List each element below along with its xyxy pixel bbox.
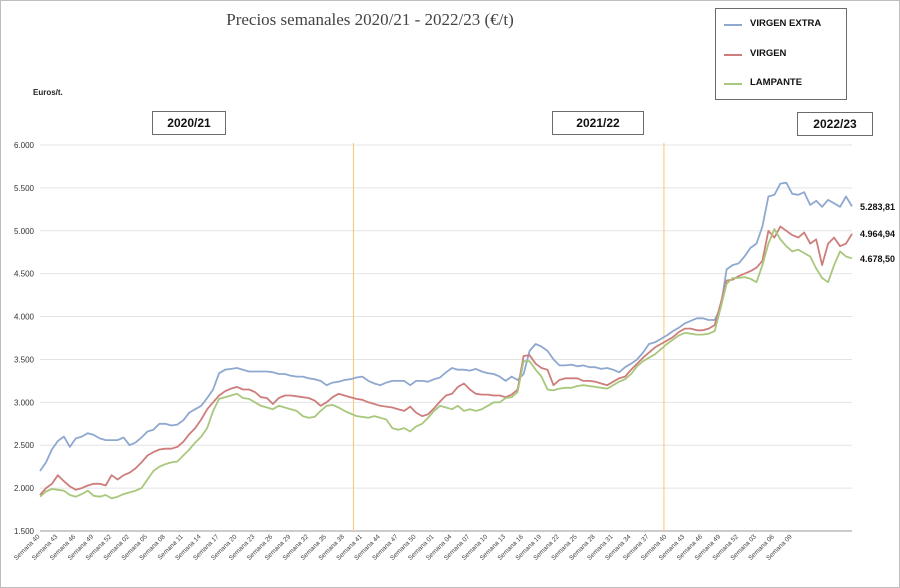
y-axis-label: Euros/t.: [33, 88, 63, 97]
end-value-virgen-extra: 5.283,81: [860, 202, 896, 212]
y-tick-label: 2.000: [14, 484, 35, 493]
season-label-2020-21: 2020/21: [152, 111, 226, 135]
end-value-virgen: 4.964,94: [860, 229, 896, 239]
legend-label-virgen-extra: VIRGEN EXTRA: [750, 18, 822, 29]
y-tick-label: 4.500: [14, 270, 35, 279]
chart-title: Precios semanales 2020/21 - 2022/23 (€/t…: [226, 10, 514, 29]
y-tick-label: 2.500: [14, 441, 35, 450]
y-tick-label: 3.000: [14, 398, 35, 407]
end-value-lampante: 4.678,50: [860, 254, 896, 264]
y-tick-label: 1.500: [14, 527, 35, 536]
legend-swatch-virgen: [724, 54, 742, 56]
series-line-lampante: [39, 228, 853, 500]
series-line-virgen: [39, 225, 853, 496]
legend-label-virgen: VIRGEN: [750, 48, 787, 59]
chart-legend: VIRGEN EXTRA VIRGEN LAMPANTE: [715, 8, 847, 100]
y-tick-label: 3.500: [14, 355, 35, 364]
season-label-2022-23: 2022/23: [797, 112, 873, 136]
y-tick-label: 5.500: [14, 184, 35, 193]
legend-swatch-lampante: [724, 83, 742, 85]
y-tick-label: 5.000: [14, 227, 35, 236]
legend-swatch-virgen-extra: [724, 24, 742, 26]
y-tick-label: 6.000: [14, 141, 35, 150]
legend-label-lampante: LAMPANTE: [750, 77, 803, 88]
y-tick-label: 4.000: [14, 313, 35, 322]
season-label-2021-22: 2021/22: [552, 111, 644, 135]
series-line-virgen-extra: [39, 181, 853, 472]
